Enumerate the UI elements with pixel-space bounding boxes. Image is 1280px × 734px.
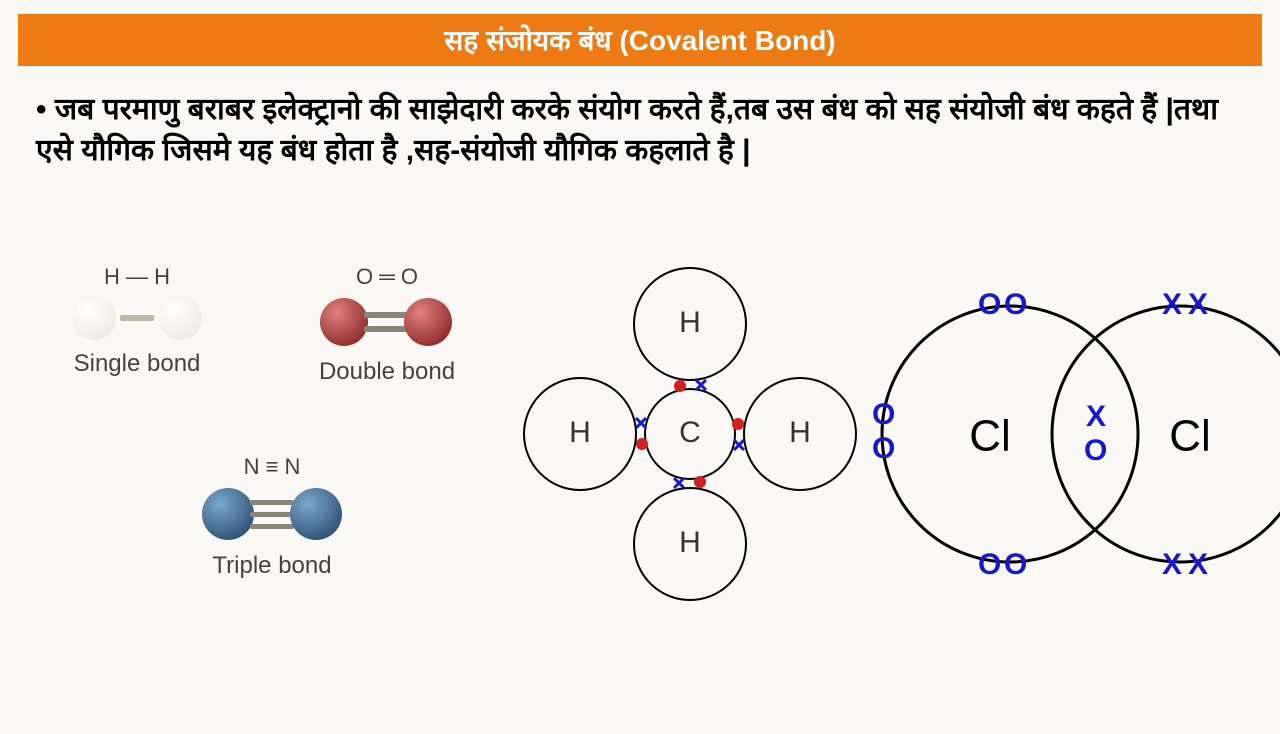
electron-dot-icon	[694, 476, 706, 488]
h-atom-icon	[158, 296, 202, 340]
electron-o-icon: O	[1004, 548, 1027, 581]
o-atom-icon	[320, 298, 368, 346]
h-label: H	[679, 306, 701, 339]
electron-o-icon: O	[978, 288, 1001, 321]
o-atom-icon	[404, 298, 452, 346]
bond-types-panel: H — H Single bond O ═ O Double bond N ≡ …	[42, 264, 502, 684]
n-atom-icon	[202, 488, 254, 540]
h-label: H	[569, 416, 591, 449]
electron-dot-icon	[732, 418, 744, 430]
electron-o-icon: O	[1004, 288, 1027, 321]
single-bond-formula: H — H	[52, 264, 222, 290]
triple-bond-line-1	[250, 500, 294, 505]
electron-cross-icon	[734, 440, 744, 450]
cl-label: Cl	[969, 412, 1011, 461]
h-label: H	[789, 416, 811, 449]
c-label: C	[679, 416, 701, 449]
triple-bond-model	[172, 486, 372, 542]
double-bond-line-2	[364, 326, 408, 332]
single-bond-line	[120, 315, 154, 321]
h-atom-icon	[72, 296, 116, 340]
definition-text: जब परमाणु बराबर इलेक्ट्रानो की साझेदारी …	[36, 93, 1218, 167]
definition-bullet: जब परमाणु बराबर इलेक्ट्रानो की साझेदारी …	[36, 90, 1244, 171]
diagram-area: H — H Single bond O ═ O Double bond N ≡ …	[0, 264, 1280, 724]
ch4-lewis-diagram: C H H H H	[520, 244, 860, 624]
electron-o-icon: O	[978, 548, 1001, 581]
electron-o-icon: O	[872, 398, 895, 431]
electron-o-icon: O	[872, 432, 895, 465]
triple-bond-label: Triple bond	[172, 552, 372, 580]
double-bond-line-1	[364, 312, 408, 318]
double-bond-formula: O ═ O	[292, 264, 482, 290]
electron-x-icon: X	[1086, 400, 1106, 433]
title-text: सह संजोयक बंध (Covalent Bond)	[444, 21, 835, 59]
electron-cross-icon	[674, 478, 684, 488]
n-atom-icon	[290, 488, 342, 540]
electron-dot-icon	[674, 380, 686, 392]
electron-cross-icon	[696, 380, 706, 390]
double-bond-model	[292, 296, 482, 348]
double-bond: O ═ O Double bond	[292, 264, 482, 386]
single-bond: H — H Single bond	[52, 264, 222, 378]
cl-label: Cl	[1169, 412, 1211, 461]
electron-x-icon: X	[1162, 288, 1182, 321]
electron-cross-icon	[636, 418, 646, 428]
triple-bond-line-2	[250, 512, 294, 517]
triple-bond-formula: N ≡ N	[172, 454, 372, 480]
h-label: H	[679, 526, 701, 559]
title-bar: सह संजोयक बंध (Covalent Bond)	[18, 14, 1262, 66]
electron-x-icon: X	[1162, 548, 1182, 581]
single-bond-model	[52, 296, 222, 340]
electron-x-icon: X	[1188, 548, 1208, 581]
triple-bond-line-3	[250, 524, 294, 529]
single-bond-label: Single bond	[52, 350, 222, 378]
cl2-lewis-diagram: Cl Cl O O O O O O X O X X X X X X	[870, 254, 1280, 634]
double-bond-label: Double bond	[292, 358, 482, 386]
electron-dot-icon	[636, 438, 648, 450]
electron-o-icon: O	[1084, 434, 1107, 467]
triple-bond: N ≡ N Triple bond	[172, 454, 372, 580]
electron-x-icon: X	[1188, 288, 1208, 321]
